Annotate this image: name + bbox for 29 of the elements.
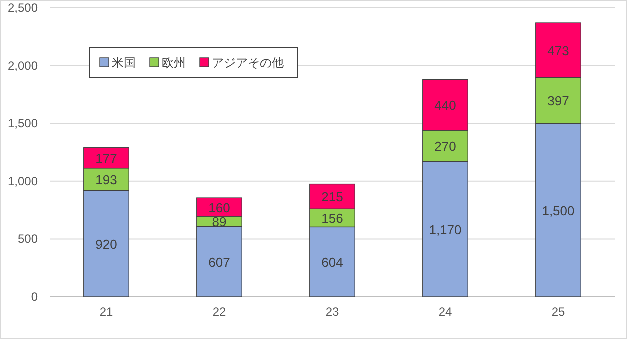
data-label: 156 [322,211,344,226]
data-label: 89 [212,214,227,230]
x-tick-label: 21 [100,305,114,319]
data-label: 397 [548,94,570,109]
x-tick-label: 24 [438,305,452,319]
x-tick-label: 23 [326,305,340,319]
data-label: 440 [434,98,456,114]
legend-label: アジアその他 [212,56,284,70]
y-tick-label: 500 [18,232,38,246]
data-label: 1,170 [429,222,462,238]
data-label: 193 [96,172,118,188]
legend-label: 欧州 [162,56,186,70]
y-tick-label: 1,000 [8,174,38,188]
data-label: 177 [96,151,118,166]
data-label: 607 [208,254,230,270]
x-tick-label: 25 [552,305,566,319]
x-tick-label: 22 [212,305,226,319]
y-tick-label: 2,500 [8,1,38,15]
data-label: 473 [548,43,570,58]
data-label: 604 [322,255,344,270]
data-label: 215 [322,190,344,205]
data-label: 160 [208,200,230,216]
legend-label: 米国 [112,56,136,70]
y-tick-label: 0 [31,290,38,304]
y-tick-label: 2,000 [8,58,38,73]
data-label: 1,500 [542,203,575,218]
data-label: 270 [434,139,456,154]
data-label: 920 [96,236,118,252]
y-tick-label: 1,500 [8,116,38,131]
